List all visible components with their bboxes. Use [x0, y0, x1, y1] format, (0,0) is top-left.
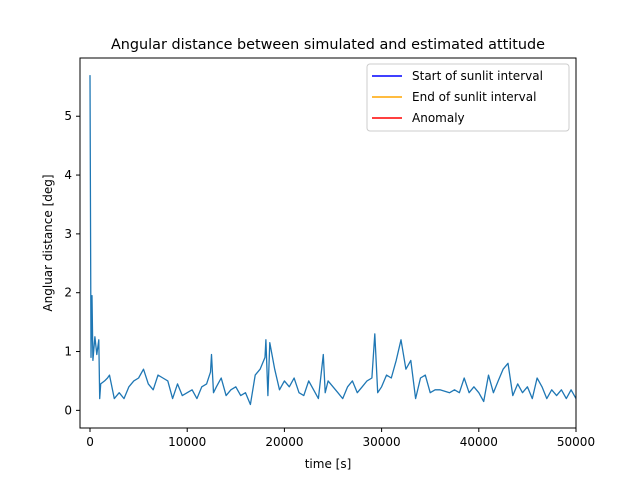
x-tick-label: 50000	[557, 435, 595, 449]
legend-box	[366, 63, 570, 132]
chart-title: Angular distance between simulated and e…	[111, 37, 545, 53]
axes-frame	[79, 57, 577, 429]
y-tick-label: 3	[64, 227, 72, 241]
y-tick-label: 4	[64, 168, 72, 182]
x-tick-label: 40000	[460, 435, 498, 449]
legend-label-start-sunlit: Start of sunlit interval	[412, 69, 543, 83]
y-tick-label: 5	[64, 109, 72, 123]
plot-area	[89, 75, 577, 406]
y-tick-label: 2	[64, 286, 72, 300]
y-axis-label: Angluar distance [deg]	[41, 174, 55, 311]
x-tick-label: 30000	[363, 435, 401, 449]
y-axis: 0 1 2 3 4 5	[64, 109, 80, 417]
legend-label-end-sunlit: End of sunlit interval	[412, 90, 536, 104]
y-tick-label: 1	[64, 345, 72, 359]
x-axis: 0 10000 20000 30000 40000 50000	[86, 428, 595, 449]
series-line-0	[89, 75, 577, 406]
y-tick-label: 0	[64, 403, 72, 417]
legend-label-anomaly: Anomaly	[412, 111, 465, 125]
x-tick-label: 10000	[168, 435, 206, 449]
x-tick-label: 0	[86, 435, 94, 449]
x-tick-label: 20000	[265, 435, 303, 449]
x-axis-label: time [s]	[305, 457, 352, 471]
legend: Start of sunlit interval End of sunlit i…	[366, 63, 570, 132]
